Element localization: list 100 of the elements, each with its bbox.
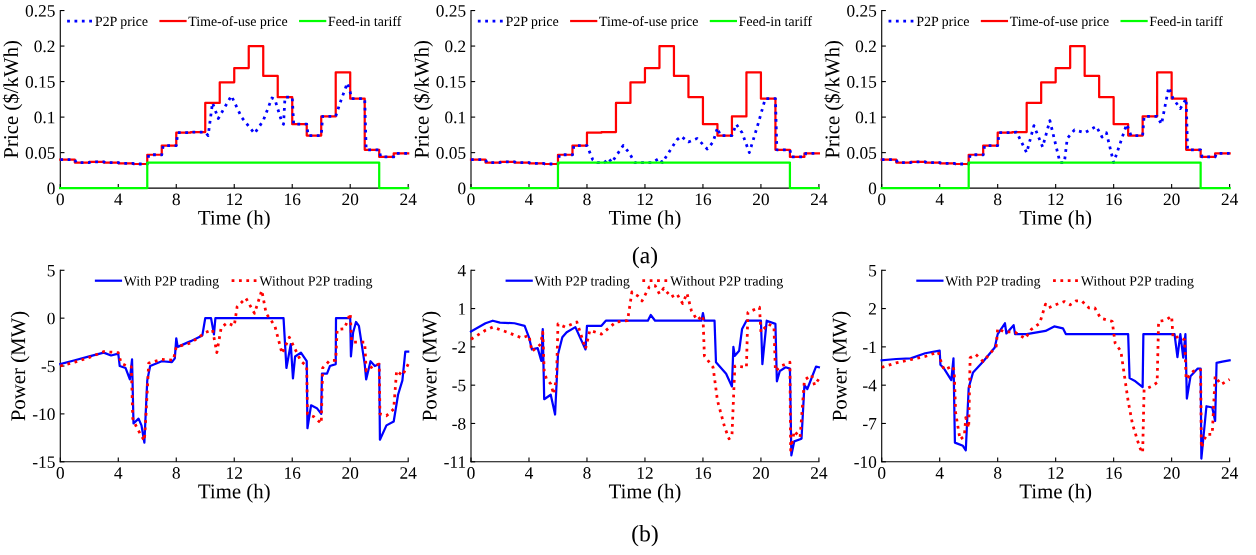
y-tick-label: 4 (457, 264, 466, 277)
y-tick-label: 0.2 (34, 40, 55, 53)
y-tick-label: -11 (444, 456, 466, 468)
x-tick-label: 4 (935, 467, 944, 479)
y-tick-label: 5 (869, 264, 877, 277)
legend-label: Feed-in tariff (739, 16, 813, 27)
legend-label: With P2P trading (945, 275, 1041, 289)
x-tick-label: 4 (524, 193, 534, 206)
x-axis-title: Time (h) (608, 483, 681, 503)
legend-label: Without P2P trading (1080, 275, 1194, 289)
line-series (58, 289, 410, 443)
legend-label: With P2P trading (123, 275, 219, 289)
y-tick-label: 0.1 (445, 111, 466, 124)
legend-label: P2P price (95, 16, 148, 29)
x-tick-label: 8 (583, 193, 591, 206)
text: (b) (632, 524, 658, 547)
y-tick-label: -10 (32, 408, 55, 421)
x-tick-label: 0 (878, 467, 886, 479)
legend-label: Time-of-use price (188, 16, 288, 29)
x-tick-label: 16 (695, 467, 712, 479)
x-tick-label: 12 (1048, 467, 1064, 479)
legend-label: Time-of-use price (599, 16, 698, 29)
x-tick-label: 0 (467, 193, 475, 206)
line-series (58, 81, 410, 166)
line-series (469, 311, 821, 457)
y-tick-label: 0.25 (436, 5, 466, 17)
x-tick-label: 16 (1106, 467, 1122, 479)
legend-label: With P2P trading (534, 275, 630, 289)
y-tick-label: 0 (458, 182, 466, 195)
y-tick-label: 0 (47, 182, 55, 195)
y-tick-label: -2 (452, 341, 466, 353)
x-tick-label: 20 (342, 193, 359, 206)
text: (a) (632, 246, 658, 269)
y-tick-label: 0.2 (855, 40, 876, 53)
x-tick-label: 8 (172, 193, 180, 206)
y-tick-label: 0.2 (445, 40, 466, 53)
x-tick-label: 8 (172, 467, 180, 479)
y-tick-label: -1 (863, 341, 876, 353)
x-tick-label: 8 (994, 193, 1002, 206)
x-tick-label: 8 (583, 467, 591, 479)
legend-label: P2P price (506, 16, 559, 29)
y-axis-title: Power (MW) (832, 311, 851, 421)
x-tick-label: 12 (637, 467, 653, 479)
y-axis-title: Price ($/kWh) (824, 40, 844, 159)
y-tick-label: 0 (868, 182, 877, 195)
x-axis-title: Time (h) (1019, 483, 1092, 503)
x-tick-label: 24 (1221, 193, 1239, 206)
x-tick-label: 24 (400, 193, 417, 206)
y-tick-label: -10 (854, 456, 877, 468)
y-tick-label: 0.05 (25, 147, 55, 159)
y-tick-label: 1 (458, 303, 466, 315)
legend-label: Without P2P trading (670, 275, 783, 289)
x-axis-title: Time (h) (198, 210, 270, 230)
y-tick-label: 0.15 (436, 76, 466, 88)
x-tick-label: 16 (285, 467, 301, 479)
legend-label: P2P price (916, 16, 969, 29)
x-tick-label: 12 (227, 193, 242, 206)
x-tick-label: 0 (467, 467, 475, 479)
y-tick-label: 0.1 (855, 111, 876, 124)
x-tick-label: 12 (227, 467, 242, 479)
x-tick-label: 16 (695, 193, 712, 206)
legend-label: Time-of-use price (1009, 16, 1109, 29)
y-tick-label: -8 (452, 417, 466, 430)
y-axis-title: Power (MW) (10, 311, 30, 421)
y-tick-label: -15 (32, 456, 55, 468)
x-tick-label: 4 (114, 467, 123, 479)
x-tick-label: 8 (994, 467, 1002, 479)
legend-label: Feed-in tariff (1149, 16, 1223, 27)
x-tick-label: 20 (753, 193, 769, 206)
x-tick-label: 0 (56, 467, 64, 479)
x-tick-label: 20 (342, 467, 359, 479)
y-tick-label: -5 (452, 379, 466, 392)
y-tick-label: 0.05 (847, 147, 877, 159)
y-tick-label: -5 (41, 360, 55, 373)
x-tick-label: 24 (810, 467, 828, 479)
y-tick-label: 0.15 (25, 76, 55, 88)
x-tick-label: 24 (400, 467, 417, 479)
x-tick-label: 24 (810, 193, 828, 206)
y-tick-label: 0.05 (436, 147, 466, 159)
x-tick-label: 12 (637, 193, 653, 206)
x-tick-label: 16 (1106, 193, 1122, 206)
y-tick-label: 0.25 (25, 5, 55, 17)
y-tick-label: 0.25 (847, 5, 877, 17)
y-tick-label: 5 (47, 264, 55, 277)
x-tick-label: 0 (56, 193, 64, 206)
y-tick-label: -7 (863, 418, 877, 430)
y-tick-label: -4 (863, 379, 877, 392)
x-tick-label: 20 (753, 467, 769, 479)
x-tick-label: 4 (524, 467, 534, 479)
x-tick-label: 4 (114, 193, 123, 206)
y-axis-title: Price ($/kWh) (2, 40, 23, 159)
y-tick-label: 0.1 (34, 111, 55, 124)
legend-label: Feed-in tariff (328, 16, 402, 27)
x-tick-label: 16 (285, 193, 301, 206)
x-tick-label: 4 (935, 193, 944, 206)
x-tick-label: 20 (1163, 467, 1180, 479)
x-tick-label: 0 (878, 193, 886, 206)
y-tick-label: 2 (868, 303, 876, 315)
y-tick-label: 0.15 (847, 76, 877, 88)
y-axis-title: Price ($/kWh) (413, 40, 433, 159)
